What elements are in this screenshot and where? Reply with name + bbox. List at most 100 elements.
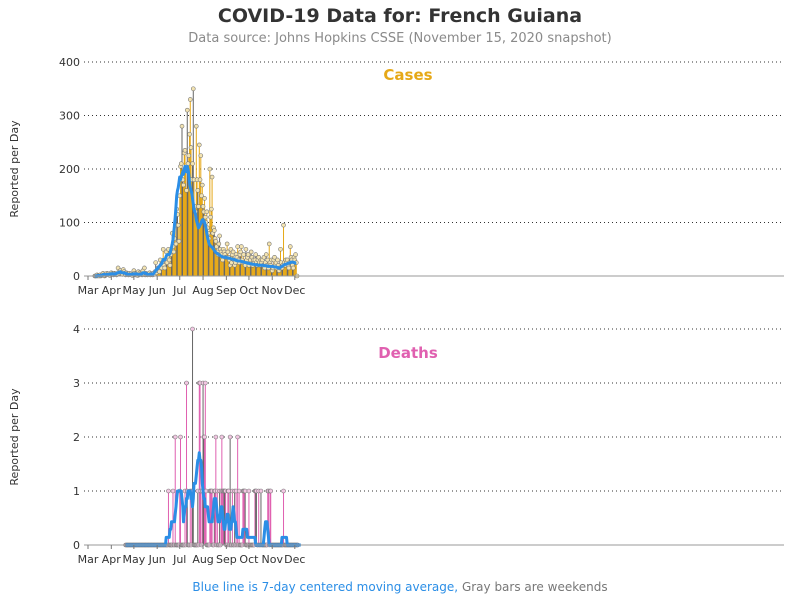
cases-point (198, 153, 204, 158)
deaths-point (184, 380, 189, 386)
cases-point (171, 249, 177, 255)
cases-point (188, 145, 194, 150)
cases-point (239, 244, 244, 249)
deaths-point (227, 434, 233, 440)
deaths-point (166, 488, 171, 494)
deaths-y-axis-label: Reported per Day (8, 388, 21, 486)
deaths-point (203, 380, 208, 386)
deaths-point (190, 326, 195, 332)
cases-point (187, 97, 193, 102)
deaths-y-tick-label: 2 (73, 431, 80, 444)
deaths-point (281, 488, 286, 494)
deaths-point (172, 434, 178, 440)
cases-x-tick-label: Jun (148, 284, 166, 297)
cases-point (196, 142, 202, 148)
cases-y-tick-label: 200 (59, 163, 80, 176)
cases-point (243, 246, 249, 252)
cases-y-tick-label: 300 (59, 110, 80, 123)
deaths-x-tick-label: Mar (78, 553, 99, 566)
cases-point (173, 241, 179, 247)
cases-point (200, 182, 205, 188)
cases-point (263, 252, 269, 257)
cases-chart-title: Cases (383, 66, 432, 84)
cases-point (184, 188, 189, 193)
cases-point (225, 249, 231, 255)
deaths-x-tick-label: Sep (216, 553, 237, 566)
deaths-y-tick-label: 1 (73, 485, 80, 498)
cases-x-tick-label: Oct (239, 284, 259, 297)
page-title: COVID-19 Data for: French Guiana (217, 5, 583, 27)
cases-point (207, 166, 213, 172)
cases-point (287, 244, 293, 249)
cases-point (178, 161, 184, 166)
deaths-point (246, 488, 252, 494)
cases-point (199, 193, 204, 199)
chart-footer-note: Blue line is 7-day centered moving avera… (0, 580, 800, 594)
cases-point (208, 214, 213, 220)
cases-x-tick-label: Sep (216, 284, 237, 297)
weekend-note: Gray bars are weekends (461, 580, 608, 594)
cases-point (230, 249, 236, 255)
cases-x-tick-label: Mar (78, 284, 99, 297)
cases-y-tick-label: 400 (59, 56, 80, 69)
cases-point (272, 254, 277, 260)
deaths-point (242, 488, 248, 494)
deaths-point (226, 488, 231, 494)
cases-point (216, 241, 222, 247)
deaths-point (178, 434, 183, 440)
cases-x-tick-label: Jul (172, 284, 186, 297)
deaths-point (202, 434, 207, 440)
deaths-y-tick-label: 3 (73, 377, 80, 390)
cases-point (213, 238, 219, 244)
cases-point (193, 123, 199, 129)
cases-point (224, 241, 230, 247)
cases-point (235, 244, 240, 249)
cases-point (167, 262, 173, 268)
cases-point (253, 252, 258, 257)
cases-point (195, 188, 201, 193)
cases-point (217, 233, 222, 239)
cases-point (153, 260, 158, 265)
cases-x-tick-label: Apr (102, 284, 122, 297)
cases-point (181, 182, 186, 188)
cases-x-tick-label: Nov (262, 284, 284, 297)
deaths-point (213, 434, 219, 440)
deaths-x-tick-label: Jun (148, 553, 166, 566)
cases-point (184, 107, 190, 113)
deaths-x-tick-label: Aug (192, 553, 213, 566)
cases-point (290, 265, 296, 271)
deaths-chart-panel: 0 1 2 3 4 Mar Apr May Jun Jul Aug Sep Oct Nov Dec Deat… (8, 323, 784, 566)
moving-average-note: Blue line is 7-day centered moving avera… (192, 580, 459, 594)
cases-point (275, 257, 280, 263)
deaths-point (268, 488, 274, 494)
cases-point (142, 265, 147, 271)
cases-point (241, 252, 246, 257)
deaths-y-tick-label: 4 (73, 323, 80, 336)
cases-point (238, 249, 243, 255)
cases-point (200, 204, 206, 209)
cases-x-tick-label: Dec (284, 284, 305, 297)
cases-x-tick-label: May (122, 284, 145, 297)
deaths-point (219, 434, 225, 440)
cases-point (196, 204, 201, 209)
cases-point (160, 246, 166, 252)
deaths-point (170, 488, 176, 494)
deaths-x-tick-label: Nov (262, 553, 284, 566)
cases-point (187, 131, 192, 137)
deaths-x-tick-label: Jul (172, 553, 186, 566)
cases-chart-panel: 0 100 200 300 400 Mar Apr May Jun Jul Aug Sep Oct Nov… (8, 56, 784, 297)
cases-x-tick-label: Aug (192, 284, 213, 297)
deaths-point (258, 488, 264, 494)
cases-point (162, 265, 168, 271)
cases-point (182, 147, 188, 153)
cases-point (293, 252, 298, 257)
cases-point (157, 269, 162, 275)
deaths-chart-title: Deaths (378, 344, 438, 362)
cases-point (204, 209, 210, 215)
cases-y-axis-label: Reported per Day (8, 120, 21, 218)
cases-point (286, 265, 292, 271)
cases-point (176, 238, 182, 244)
deaths-x-tick-label: Oct (239, 553, 259, 566)
cases-point (186, 153, 192, 158)
